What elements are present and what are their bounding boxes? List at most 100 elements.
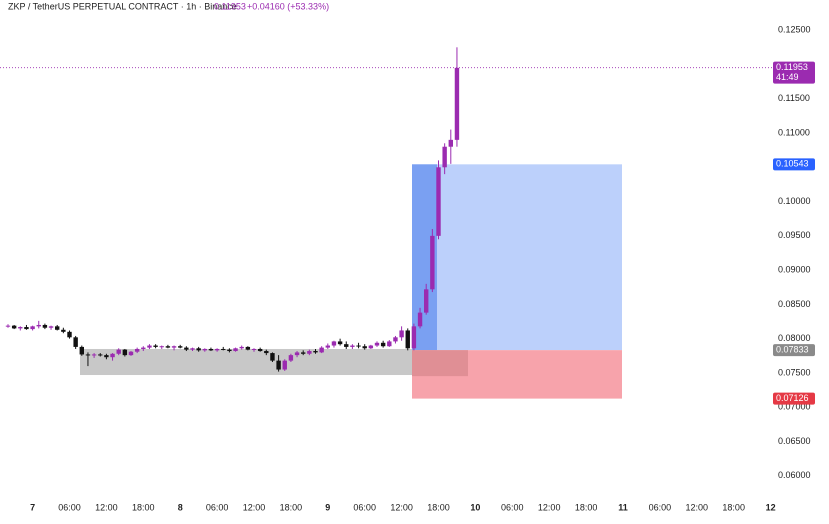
x-tick-label: 12:00 — [538, 502, 561, 512]
candle-body — [344, 344, 349, 347]
candle-body — [417, 312, 423, 327]
candle-body — [24, 327, 29, 330]
candle-body — [171, 346, 177, 348]
candle-body — [411, 326, 417, 349]
x-tick-label: 18:00 — [132, 502, 155, 512]
x-tick-label: 18:00 — [575, 502, 598, 512]
candle-body — [399, 330, 404, 338]
candle-body — [42, 324, 48, 328]
candle-body — [208, 348, 214, 351]
stop-zone-filled — [412, 350, 468, 377]
target-zone — [412, 164, 622, 351]
candle-body — [61, 329, 66, 332]
x-tick-label: 18:00 — [280, 502, 303, 512]
candle-body — [374, 342, 380, 346]
price-label: 0.07126 — [776, 393, 809, 403]
candle-body — [153, 345, 158, 347]
x-tick-label: 18:00 — [427, 502, 450, 512]
candle-body — [319, 347, 324, 353]
price-label-box — [773, 61, 815, 84]
y-tick-label: 0.07500 — [778, 367, 811, 377]
y-tick-label: 0.11000 — [778, 127, 810, 137]
candle-body — [245, 346, 251, 350]
y-tick-label: 0.08500 — [778, 299, 811, 309]
candle-body — [79, 346, 84, 355]
candle-body — [159, 346, 164, 348]
x-tick-label: 12 — [766, 502, 776, 512]
x-tick-label: 06:00 — [206, 502, 229, 512]
range-box — [80, 348, 412, 376]
y-tick-label: 0.10000 — [778, 196, 811, 206]
candle-body — [337, 341, 343, 345]
candle-body — [85, 354, 91, 356]
candle-body — [307, 351, 312, 354]
x-tick-label: 11 — [618, 502, 628, 512]
price-change: +0.04160 (+53.33%) — [247, 1, 329, 11]
x-tick-label: 06:00 — [58, 502, 81, 512]
candle-body — [393, 337, 398, 342]
candle-body — [436, 167, 441, 236]
price-label: 0.07833 — [776, 345, 809, 355]
candle-body — [141, 347, 146, 349]
x-tick-label: 9 — [325, 502, 330, 512]
candle-body — [30, 326, 35, 330]
candle-body — [294, 352, 300, 356]
candle-body — [184, 347, 189, 350]
y-tick-label: 0.12500 — [778, 25, 811, 35]
candle-body — [257, 348, 263, 352]
x-tick-label: 06:00 — [501, 502, 524, 512]
candle-body — [147, 345, 152, 348]
candle-body — [270, 353, 275, 361]
candle-body — [276, 360, 281, 370]
candle-body — [405, 330, 410, 349]
candle-body — [116, 349, 121, 354]
x-tick-label: 12:00 — [95, 502, 118, 512]
candle-body — [362, 346, 367, 349]
candle-body — [239, 346, 244, 349]
y-tick-label: 0.09500 — [778, 230, 811, 240]
candle-body — [128, 351, 134, 356]
candle-body — [11, 325, 17, 329]
countdown: 41:49 — [776, 72, 799, 82]
x-tick-label: 18:00 — [722, 502, 745, 512]
candle-body — [67, 331, 72, 338]
candle-body — [301, 352, 306, 354]
candle-body — [221, 348, 226, 350]
candle-body — [165, 346, 171, 348]
candle-body — [288, 355, 294, 361]
candle-body — [325, 345, 330, 348]
x-tick-label: 06:00 — [649, 502, 672, 512]
y-tick-label: 0.11500 — [778, 93, 810, 103]
candle-body — [104, 355, 109, 358]
x-tick-label: 12:00 — [243, 502, 266, 512]
candle-body — [73, 337, 78, 347]
y-tick-label: 0.07000 — [778, 402, 811, 412]
candle-body — [122, 349, 128, 356]
price-label-box — [773, 344, 815, 357]
candle-body — [356, 345, 361, 347]
x-tick-label: 06:00 — [353, 502, 376, 512]
candle-body — [233, 348, 238, 352]
candle-body — [134, 348, 140, 352]
x-tick-label: 10 — [470, 502, 480, 512]
candle-body — [110, 353, 115, 358]
candle-body — [454, 67, 460, 140]
candle-body — [350, 345, 355, 347]
candle-body — [227, 349, 232, 352]
price-label: 0.11953 — [776, 62, 808, 72]
price-label-box — [773, 158, 815, 171]
x-tick-label: 12:00 — [390, 502, 413, 512]
y-tick-label: 0.08000 — [778, 333, 811, 343]
last-price: 0.11953 — [214, 1, 246, 11]
candle-body — [196, 348, 201, 351]
candle-body — [331, 341, 337, 346]
y-tick-label: 0.06000 — [778, 470, 811, 480]
x-tick-label: 8 — [178, 502, 183, 512]
candle-body — [430, 235, 435, 290]
candle-body — [387, 341, 392, 347]
candle-body — [202, 348, 207, 351]
candle-body — [5, 325, 11, 327]
candle-body — [264, 351, 269, 354]
